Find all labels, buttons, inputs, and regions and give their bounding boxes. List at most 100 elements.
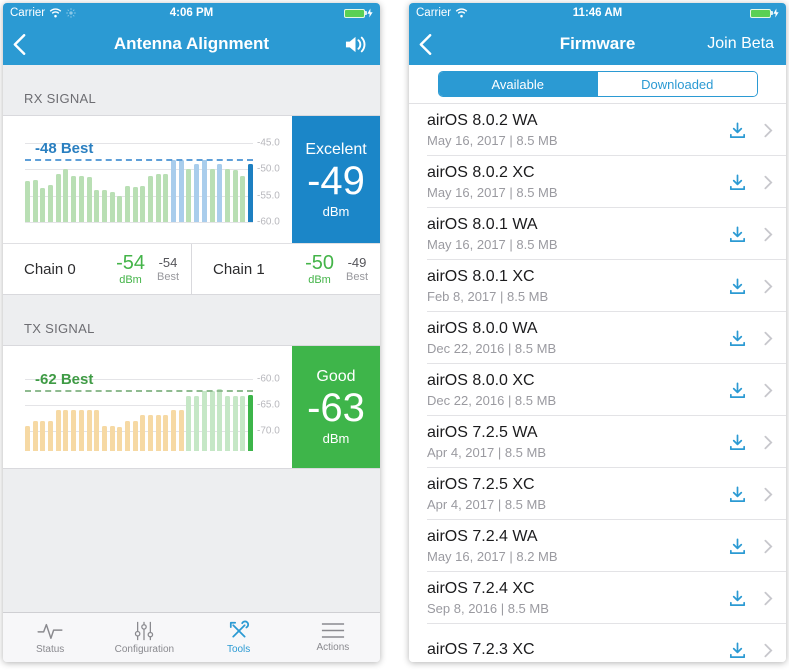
tx-y-axis: -60.0 -65.0 -70.0 bbox=[257, 371, 291, 451]
chain-best-label: Best bbox=[156, 270, 179, 283]
signal-bar bbox=[232, 396, 238, 451]
back-button[interactable] bbox=[419, 33, 432, 55]
firmware-meta: May 16, 2017 | 8.2 MB bbox=[427, 549, 558, 564]
chevron-right-icon bbox=[764, 435, 773, 450]
signal-bar bbox=[140, 415, 146, 451]
signal-bar bbox=[32, 420, 38, 451]
rx-signal-card: -48 Best -45.0 -50.0 -55.0 -60.0 Excelent -… bbox=[3, 115, 380, 295]
signal-bar bbox=[55, 410, 61, 451]
signal-bar bbox=[124, 420, 130, 451]
firmware-screen: Carrier 11:46 AM Firmware Join Beta bbox=[409, 3, 786, 662]
download-button[interactable] bbox=[728, 225, 747, 244]
firmware-row[interactable]: airOS 7.2.3 XC bbox=[409, 624, 786, 662]
firmware-content: Available Downloaded airOS 8.0.2 WA May 16… bbox=[409, 65, 786, 662]
signal-bar bbox=[232, 170, 238, 222]
download-button[interactable] bbox=[728, 485, 747, 504]
signal-bars bbox=[25, 371, 253, 451]
chain-name: Chain 1 bbox=[213, 260, 265, 278]
firmware-meta: May 16, 2017 | 8.5 MB bbox=[427, 237, 558, 252]
download-button[interactable] bbox=[728, 277, 747, 296]
speaker-button[interactable] bbox=[343, 34, 368, 55]
tab-label: Tools bbox=[226, 644, 251, 655]
rx-y-axis: -45.0 -50.0 -55.0 -60.0 bbox=[257, 137, 291, 227]
signal-bar bbox=[163, 174, 169, 222]
firmware-text: airOS 8.0.0 WA Dec 22, 2016 | 8.5 MB bbox=[409, 320, 728, 356]
tab-tools[interactable]: Tools bbox=[192, 613, 286, 662]
signal-bar bbox=[25, 181, 30, 222]
signal-bar bbox=[186, 396, 192, 451]
download-button[interactable] bbox=[728, 537, 747, 556]
carrier-label: Carrier bbox=[10, 7, 46, 19]
firmware-text: airOS 8.0.1 XC Feb 8, 2017 | 8.5 MB bbox=[409, 268, 728, 304]
signal-bar bbox=[94, 190, 100, 222]
signal-bar bbox=[40, 187, 46, 222]
firmware-text: airOS 8.0.2 XC May 16, 2017 | 8.5 MB bbox=[409, 164, 728, 200]
tab-actions[interactable]: Actions bbox=[286, 613, 380, 662]
firmware-row[interactable]: airOS 7.2.4 WA May 16, 2017 | 8.2 MB bbox=[409, 520, 786, 572]
firmware-row[interactable]: airOS 8.0.2 XC May 16, 2017 | 8.5 MB bbox=[409, 156, 786, 208]
chevron-right-icon bbox=[764, 591, 773, 606]
firmware-row[interactable]: airOS 8.0.2 WA May 16, 2017 | 8.5 MB bbox=[409, 104, 786, 156]
signal-bar bbox=[201, 159, 207, 222]
back-button[interactable] bbox=[13, 33, 26, 55]
signal-bar bbox=[40, 420, 46, 451]
firmware-actions bbox=[728, 277, 786, 296]
download-button[interactable] bbox=[728, 173, 747, 192]
chain-value-number: -54 bbox=[116, 251, 145, 274]
signal-bar bbox=[171, 159, 177, 222]
tx-status-badge: Good -63 dBm bbox=[292, 346, 380, 468]
segment-downloaded[interactable]: Downloaded bbox=[597, 72, 757, 96]
signal-bar bbox=[148, 175, 153, 222]
segment-available[interactable]: Available bbox=[438, 72, 597, 96]
download-button[interactable] bbox=[728, 329, 747, 348]
firmware-row[interactable]: airOS 8.0.0 XC Dec 22, 2016 | 8.5 MB bbox=[409, 364, 786, 416]
rx-signal-unit: dBm bbox=[322, 203, 350, 219]
download-button[interactable] bbox=[728, 121, 747, 140]
signal-bar bbox=[71, 410, 77, 451]
firmware-row[interactable]: airOS 8.0.1 XC Feb 8, 2017 | 8.5 MB bbox=[409, 260, 786, 312]
signal-bar bbox=[117, 195, 123, 222]
signal-bar bbox=[140, 186, 146, 222]
firmware-actions bbox=[728, 225, 786, 244]
signal-bar bbox=[48, 420, 54, 451]
chain-signal-value: -50 dBm bbox=[305, 253, 334, 286]
tab-label: Actions bbox=[316, 642, 350, 653]
firmware-meta: Apr 4, 2017 | 8.5 MB bbox=[427, 445, 546, 460]
firmware-row[interactable]: airOS 7.2.5 XC Apr 4, 2017 | 8.5 MB bbox=[409, 468, 786, 520]
firmware-row[interactable]: airOS 7.2.5 WA Apr 4, 2017 | 8.5 MB bbox=[409, 416, 786, 468]
firmware-text: airOS 7.2.3 XC bbox=[409, 641, 728, 659]
tab-configuration[interactable]: Configuration bbox=[97, 613, 191, 662]
rx-status-badge: Excelent -49 dBm bbox=[292, 116, 380, 243]
signal-bar bbox=[186, 169, 192, 222]
status-time: 11:46 AM bbox=[572, 7, 623, 19]
join-beta-button[interactable]: Join Beta bbox=[707, 35, 774, 52]
rx-section-label: RX SIGNAL bbox=[24, 91, 97, 106]
gear-icon bbox=[66, 8, 76, 18]
chevron-right-icon bbox=[764, 331, 773, 346]
antenna-alignment-screen: Carrier 4:06 PM bbox=[3, 3, 380, 662]
download-button[interactable] bbox=[728, 641, 747, 660]
chevron-right-icon bbox=[764, 175, 773, 190]
tab-status[interactable]: Status bbox=[3, 613, 97, 662]
rx-signal-value: -49 bbox=[307, 158, 365, 203]
firmware-list: airOS 8.0.2 WA May 16, 2017 | 8.5 MB airOS… bbox=[409, 104, 786, 662]
firmware-row[interactable]: airOS 8.0.1 WA May 16, 2017 | 8.5 MB bbox=[409, 208, 786, 260]
download-button[interactable] bbox=[728, 381, 747, 400]
actions-lines-icon bbox=[321, 622, 345, 639]
best-signal-dashed-line bbox=[25, 390, 253, 393]
signal-bar bbox=[124, 186, 130, 222]
signal-bar bbox=[78, 410, 84, 451]
signal-bar bbox=[86, 176, 92, 222]
page-title: Firmware bbox=[559, 34, 636, 53]
download-button[interactable] bbox=[728, 433, 747, 452]
firmware-meta: Apr 4, 2017 | 8.5 MB bbox=[427, 497, 546, 512]
download-button[interactable] bbox=[728, 589, 747, 608]
firmware-row[interactable]: airOS 7.2.4 XC Sep 8, 2016 | 8.5 MB bbox=[409, 572, 786, 624]
signal-bar bbox=[101, 425, 107, 451]
status-time: 4:06 PM bbox=[169, 7, 214, 19]
firmware-meta: Dec 22, 2016 | 8.5 MB bbox=[427, 341, 557, 356]
signal-bar bbox=[25, 425, 30, 451]
firmware-title: airOS 7.2.4 XC bbox=[427, 580, 535, 597]
signal-bar bbox=[48, 184, 54, 222]
firmware-row[interactable]: airOS 8.0.0 WA Dec 22, 2016 | 8.5 MB bbox=[409, 312, 786, 364]
